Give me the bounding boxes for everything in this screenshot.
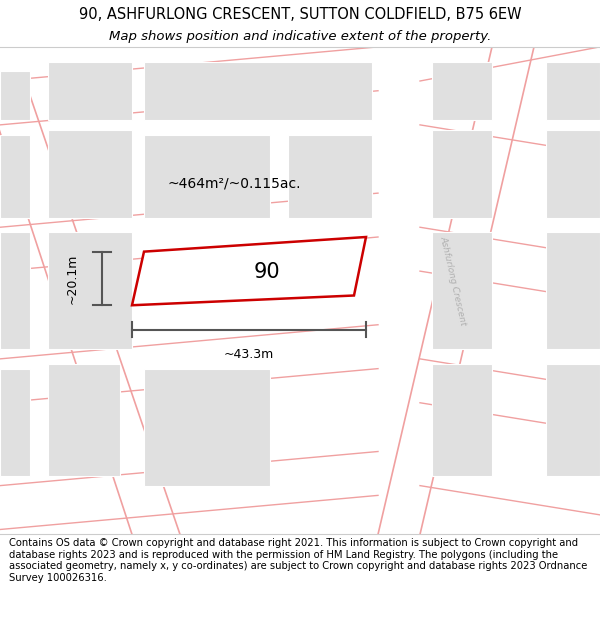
Polygon shape (144, 369, 270, 486)
Polygon shape (432, 364, 492, 476)
Polygon shape (546, 61, 600, 120)
Polygon shape (546, 364, 600, 476)
Text: Ashfurlong Crescent: Ashfurlong Crescent (439, 235, 467, 326)
Text: ~20.1m: ~20.1m (65, 253, 79, 304)
Text: 90: 90 (254, 262, 280, 282)
Polygon shape (546, 130, 600, 218)
Text: ~464m²/~0.115ac.: ~464m²/~0.115ac. (167, 176, 301, 191)
Polygon shape (48, 130, 132, 218)
Polygon shape (432, 232, 492, 349)
Polygon shape (132, 237, 366, 305)
Text: Contains OS data © Crown copyright and database right 2021. This information is : Contains OS data © Crown copyright and d… (9, 538, 587, 582)
Polygon shape (432, 61, 492, 120)
Polygon shape (432, 130, 492, 218)
Polygon shape (0, 71, 30, 120)
Text: ~43.3m: ~43.3m (224, 348, 274, 361)
Polygon shape (48, 364, 120, 476)
Polygon shape (0, 369, 30, 476)
Polygon shape (288, 134, 372, 218)
Text: 90, ASHFURLONG CRESCENT, SUTTON COLDFIELD, B75 6EW: 90, ASHFURLONG CRESCENT, SUTTON COLDFIEL… (79, 6, 521, 21)
Polygon shape (144, 134, 270, 218)
Text: Map shows position and indicative extent of the property.: Map shows position and indicative extent… (109, 30, 491, 43)
Polygon shape (144, 61, 372, 120)
Polygon shape (48, 232, 132, 349)
Polygon shape (546, 232, 600, 349)
Polygon shape (0, 134, 30, 218)
Polygon shape (0, 232, 30, 349)
Polygon shape (48, 61, 132, 120)
